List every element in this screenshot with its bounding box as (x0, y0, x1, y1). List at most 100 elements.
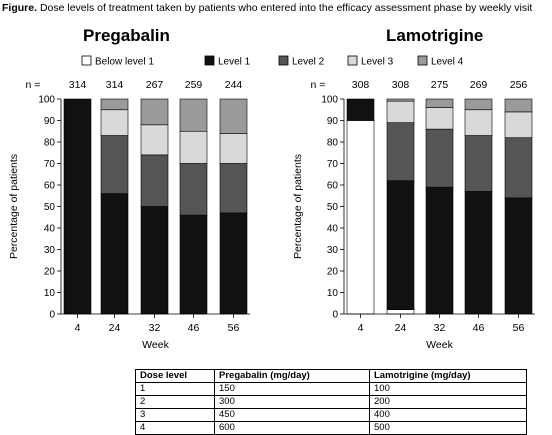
lamotrigine-y-tick-label: 70 (327, 159, 339, 170)
lamotrigine-y-tick-label: 50 (327, 202, 339, 213)
lamotrigine-n-value: 269 (470, 79, 488, 91)
lamotrigine-bar-week-32-level-4 (425, 98, 454, 108)
pregabalin-n-value: 244 (225, 79, 243, 91)
pregabalin-x-tick-label: 46 (188, 322, 200, 334)
pregabalin-n-value: 314 (106, 79, 124, 91)
lamotrigine-n-value: 256 (510, 79, 528, 91)
legend-label-2: Level 1 (218, 57, 251, 68)
lamotrigine-n-label: n = (311, 79, 326, 91)
pregabalin-bar-week-24-level-2 (100, 135, 129, 194)
legend-swatch-5 (417, 55, 428, 66)
lamotrigine-bar-week-32-level-2 (425, 128, 454, 188)
table-cell: 2 (135, 395, 215, 409)
pregabalin-x-tick-label: 24 (109, 322, 121, 334)
pregabalin-bar-week-32-level-4 (140, 98, 169, 126)
pregabalin-x-tick-label: 32 (149, 322, 161, 334)
pregabalin-y-tick-label: 10 (44, 288, 56, 299)
pregabalin-y-tick-label: 30 (44, 245, 56, 256)
lamotrigine-y-tick-label: 10 (327, 288, 339, 299)
pregabalin-y-tick-label: 0 (49, 310, 55, 321)
lamotrigine-bar-week-46-level-3 (464, 109, 493, 136)
lamotrigine-title: Lamotrigine (386, 26, 484, 45)
lamotrigine-bar-week-24-level-0 (386, 309, 415, 315)
pregabalin-y-tick-label: 60 (44, 181, 56, 192)
pregabalin-y-axis-label: Percentage of patients (8, 154, 20, 259)
lamotrigine-x-tick-label: 32 (434, 322, 446, 334)
dose-level-charts: Below level 1 Level 1 Level 2 Level 3 Level … (8, 55, 535, 351)
table-cell: 1 (135, 382, 215, 396)
figure-caption: Figure. Dose levels of treatment taken b… (2, 2, 532, 14)
pregabalin-n-label: n = (26, 79, 41, 91)
pregabalin-bar-week-46-level-3 (179, 130, 208, 164)
pregabalin-n-value: 267 (146, 79, 164, 91)
lamotrigine-bar-week-24-level-2 (386, 122, 415, 182)
table-cell: 3 (135, 408, 215, 422)
pregabalin-title: Pregabalin (83, 26, 170, 45)
lamotrigine-y-tick-label: 80 (327, 138, 339, 149)
pregabalin-y-tick-label: 80 (44, 138, 56, 149)
lamotrigine-bar-week-24-level-3 (386, 100, 415, 123)
legend-label-4: Level 3 (361, 57, 394, 68)
lamotrigine-x-tick-label: 46 (473, 322, 485, 334)
pregabalin-bar-week-46-level-2 (179, 163, 208, 216)
table-cell: 300 (214, 395, 370, 409)
lamotrigine-y-tick-label: 60 (327, 181, 339, 192)
lamotrigine-bar-week-24-level-4 (386, 98, 415, 102)
lamotrigine-bar-week-32-level-3 (425, 107, 454, 130)
lamotrigine-bar-week-56-level-4 (504, 98, 533, 113)
table-cell: 100 (369, 382, 527, 396)
lamotrigine-bar-week-32-level-1 (425, 186, 454, 315)
lamotrigine-bar-week-46-level-4 (464, 98, 493, 111)
table-cell: 450 (214, 408, 370, 422)
lamotrigine-bar-week-46-level-2 (464, 135, 493, 192)
legend-label-3: Level 2 (292, 57, 325, 68)
lamotrigine-bar-week-56-level-3 (504, 111, 533, 139)
pregabalin-y-tick-label: 20 (44, 267, 56, 278)
lamotrigine-n-value: 275 (431, 79, 449, 91)
lamotrigine-y-tick-label: 30 (327, 245, 339, 256)
table-header-pregabalin: Pregabalin (mg/day) (214, 369, 370, 383)
pregabalin-x-axis-label: Week (142, 339, 169, 351)
legend-swatch-1 (81, 55, 92, 66)
table-row: 4 600 500 (135, 421, 527, 435)
legend-swatch-3 (278, 55, 289, 66)
lamotrigine-y-axis-label: Percentage of patients (292, 154, 304, 259)
pregabalin-bar-week-24-level-3 (100, 109, 129, 136)
pregabalin-n-value: 259 (185, 79, 203, 91)
pregabalin-x-tick-label: 56 (228, 322, 240, 334)
legend-label-1: Below level 1 (95, 57, 154, 68)
pregabalin-y-tick-label: 70 (44, 159, 56, 170)
lamotrigine-x-tick-label: 4 (358, 322, 364, 334)
pregabalin-n-value: 314 (69, 79, 87, 91)
lamotrigine-x-tick-label: 24 (395, 322, 407, 334)
pregabalin-bar-week-56-level-1 (219, 212, 248, 315)
pregabalin-bar-week-4-level-1 (63, 98, 92, 315)
pregabalin-bar-week-56-level-4 (219, 98, 248, 134)
pregabalin-y-tick-label: 40 (44, 224, 56, 235)
lamotrigine-y-tick-label: 0 (332, 310, 338, 321)
lamotrigine-y-tick-label: 90 (327, 116, 339, 127)
pregabalin-x-tick-label: 4 (75, 322, 81, 334)
lamotrigine-y-tick-label: 100 (321, 95, 338, 106)
table-cell: 500 (369, 421, 527, 435)
table-row: 2 300 200 (135, 395, 527, 409)
legend-label-5: Level 4 (431, 57, 464, 68)
lamotrigine-y-tick-label: 40 (327, 224, 339, 235)
table-row: 3 450 400 (135, 408, 527, 422)
table-row: 1 150 100 (135, 382, 527, 396)
lamotrigine-bar-week-24-level-1 (386, 180, 415, 310)
pregabalin-y-tick-label: 50 (44, 202, 56, 213)
lamotrigine-x-axis-label: Week (426, 339, 453, 351)
pregabalin-y-tick-label: 90 (44, 116, 56, 127)
lamotrigine-n-value: 308 (352, 79, 370, 91)
lamotrigine-bar-week-56-level-1 (504, 197, 533, 315)
pregabalin-bar-week-24-level-1 (100, 193, 129, 315)
lamotrigine-y-tick-label: 20 (327, 267, 339, 278)
table-header-dose-level: Dose level (135, 369, 215, 383)
lamotrigine-bar-week-46-level-1 (464, 191, 493, 315)
table-cell: 150 (214, 382, 370, 396)
legend-swatch-2 (204, 55, 215, 66)
pregabalin-bar-week-56-level-3 (219, 133, 248, 164)
pregabalin-bar-week-32-level-3 (140, 124, 169, 156)
table-header-row: Dose level Pregabalin (mg/day) Lamotrigi… (135, 369, 527, 383)
